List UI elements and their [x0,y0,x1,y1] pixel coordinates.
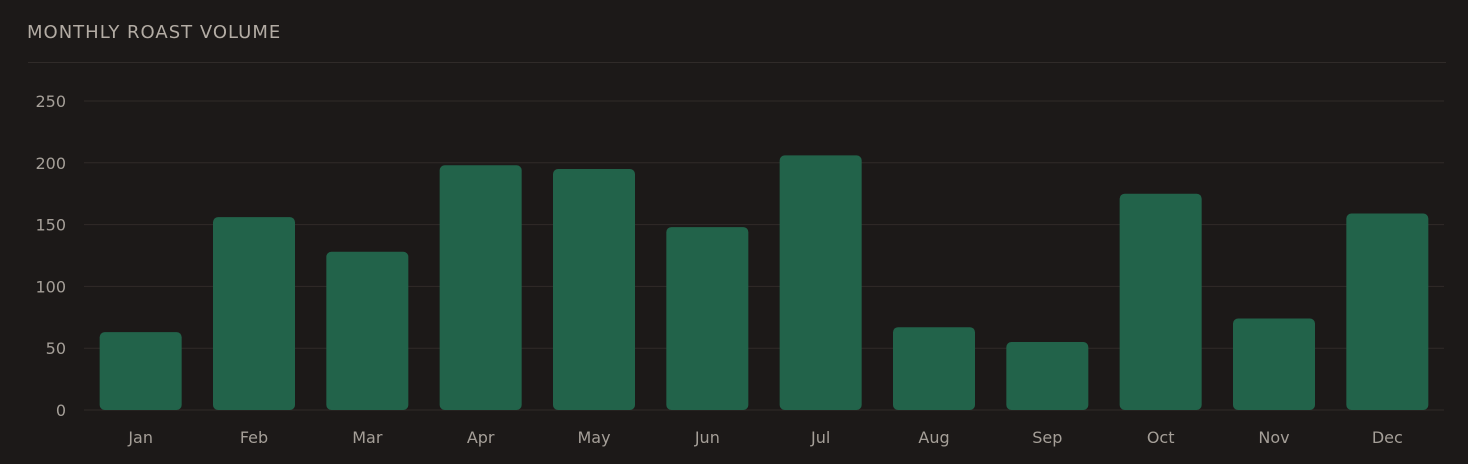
x-tick-label: Apr [467,428,495,447]
bar [553,168,635,410]
x-tick-label: Jun [694,428,720,447]
x-tick-label: Nov [1258,428,1289,447]
x-tick-label: Jul [810,428,830,447]
x-tick-label: Jan [127,428,153,447]
title-divider [28,62,1446,63]
y-tick-label: 250 [35,92,66,111]
y-tick-label: 100 [35,277,66,296]
bar [893,327,975,410]
y-tick-label: 50 [46,339,66,358]
bar [1006,342,1089,410]
chart-title: MONTHLY ROAST VOLUME [27,22,282,43]
bar [99,332,182,410]
x-tick-label: Aug [918,428,949,447]
x-tick-label: Sep [1032,428,1062,447]
bar [213,217,295,410]
x-tick-label: Dec [1372,428,1403,447]
x-tick-label: Oct [1147,428,1175,447]
x-tick-label: May [577,428,610,447]
bar [1346,213,1429,410]
bar [666,227,749,410]
bar [439,165,522,410]
bar [1119,193,1202,410]
x-tick-label: Mar [352,428,383,447]
bar [779,155,862,410]
x-tick-label: Feb [240,428,268,447]
y-tick-label: 150 [35,216,66,235]
y-tick-label: 200 [35,154,66,173]
bar [326,251,409,410]
bar [1233,318,1315,410]
y-tick-label: 0 [56,401,66,420]
